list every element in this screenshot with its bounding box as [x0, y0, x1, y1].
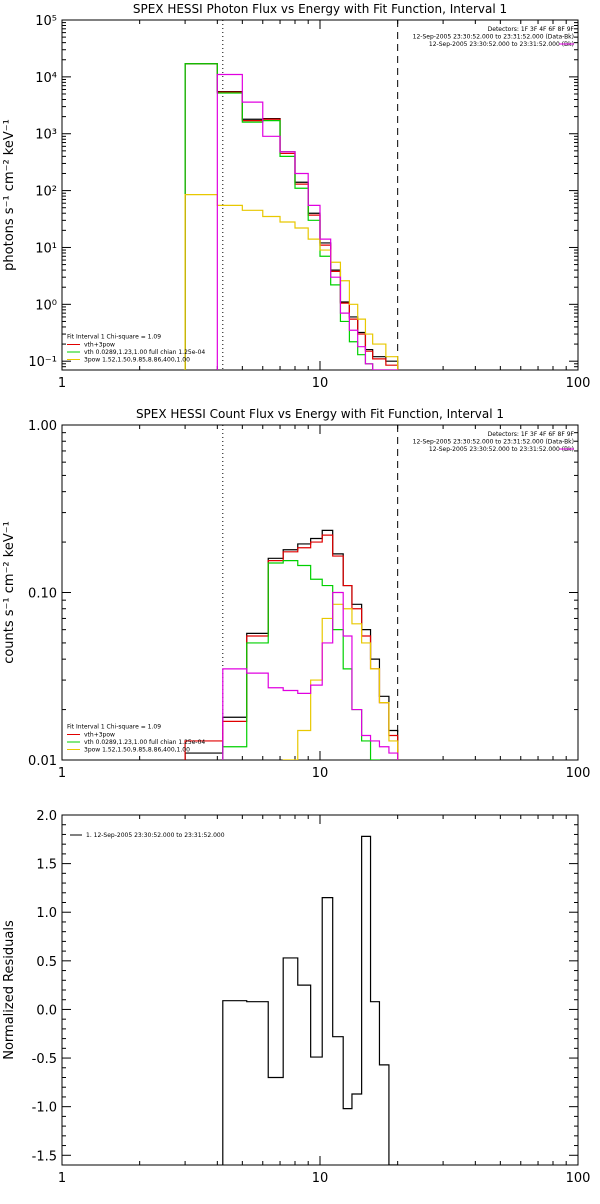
series-group	[184, 63, 399, 370]
legend-label: vth+3pow	[84, 342, 115, 349]
x-tick-label: 100	[566, 766, 591, 781]
series-group	[184, 529, 399, 760]
series-line-2	[184, 63, 399, 370]
y-tick-label: 1.0	[36, 906, 57, 921]
y-tick-label: 1.00	[28, 419, 57, 434]
y-tick-label: 10⁴	[35, 71, 57, 86]
series-line-1	[222, 835, 399, 1165]
info-line: 12-Sep-2005 23:30:52.000 to 23:31:52.000…	[413, 34, 574, 41]
y-tick-label: 0.10	[28, 587, 57, 602]
y-tick-label: 0.0	[36, 1003, 57, 1018]
x-tick-label: 1	[58, 766, 66, 781]
info-line: 12-Sep-2005 23:30:52.000 to 23:31:52.000…	[413, 439, 574, 446]
series-line-3	[222, 560, 381, 760]
plot-frame	[61, 814, 579, 1166]
legend-label: vth+3pow	[84, 732, 115, 739]
info-line: 12-Sep-2005 23:30:52.000 to 23:31:52.000…	[429, 446, 574, 453]
series-line-1	[184, 63, 399, 370]
chart-panel-1: 1 10 100 10⁻¹ 10⁰ 10¹ 10² 10³ 10⁴ 10⁵ SPEX HESSI P…	[2, 2, 590, 391]
y-tick-label: 0.5	[36, 955, 57, 970]
y-tick-label: 10¹	[35, 241, 57, 256]
y-tick-label: 2.0	[36, 809, 57, 824]
x-tick-label: 10	[312, 766, 329, 781]
legend-label: 1. 12-Sep-2005 23:30:52.000 to 23:31:52.…	[86, 832, 225, 839]
x-tick-label: 100	[566, 376, 591, 391]
legend-header: Fit Interval 1 Chi-square = 1.09	[67, 334, 161, 341]
legend-label: vth 0.0289,1.23,1.00 full chian 1.25e-04	[84, 739, 205, 746]
series-line-4	[184, 194, 399, 370]
series-line-5	[222, 591, 399, 760]
info-line: Detectors: 1F 3F 4F 6F 8F 9F	[488, 26, 575, 33]
y-axis-label: Normalized Residuals	[2, 920, 17, 1060]
info-line: 12-Sep-2005 23:30:52.000 to 23:31:52.000…	[429, 41, 574, 48]
chart-title: SPEX HESSI Count Flux vs Energy with Fit…	[136, 407, 504, 421]
y-tick-label: -0.5	[32, 1052, 57, 1067]
y-tick-label: 10²	[35, 185, 57, 200]
plot-frame	[61, 19, 579, 371]
legend-label: 3pow 1.52,1.50,9.85,8.86,400,1.00	[84, 357, 190, 364]
x-tick-label: 1	[58, 376, 66, 391]
legend-label: 3pow 1.52,1.50,9.85,8.86,400,1.00	[84, 747, 190, 754]
y-tick-label: -1.5	[32, 1149, 57, 1164]
y-axis-label: photons s⁻¹ cm⁻² keV⁻¹	[2, 119, 17, 271]
chart-panel-2: 1 10 100 0.01 0.10 1.00 SPEX HESSI Count Flux …	[2, 407, 590, 781]
series-line-5	[216, 73, 399, 370]
info-line: Detectors: 1F 3F 4F 6F 8F 9F	[488, 431, 575, 438]
y-axis-label: counts s⁻¹ cm⁻² keV⁻¹	[2, 521, 17, 664]
series-group	[222, 835, 399, 1165]
chart-panel-3: 1 10 100 -1.5 -1.0 -0.5 0.0 0.5 1.0 1.5 2.0 Normali…	[2, 809, 590, 1186]
y-tick-label: 10³	[35, 128, 57, 143]
legend-label: vth 0.0289,1.23,1.00 full chian 1.25e-04	[84, 349, 205, 356]
plot-frame	[61, 424, 579, 761]
x-tick-label: 100	[566, 1171, 591, 1186]
y-tick-label: 10⁻¹	[28, 355, 57, 370]
y-tick-label: 10⁵	[35, 14, 57, 29]
series-line-2	[184, 534, 399, 760]
x-tick-label: 10	[312, 1171, 329, 1186]
chart-title: SPEX HESSI Photon Flux vs Energy with Fi…	[133, 2, 507, 16]
series-line-1	[184, 529, 399, 760]
x-tick-label: 10	[312, 376, 329, 391]
x-tick-label: 1	[58, 1171, 66, 1186]
y-tick-label: 1.5	[36, 858, 57, 873]
y-tick-label: -1.0	[32, 1101, 57, 1116]
series-line-4	[282, 603, 399, 760]
y-tick-label: 0.01	[28, 754, 57, 769]
legend-header: Fit Interval 1 Chi-square = 1.09	[67, 724, 161, 731]
y-tick-label: 10⁰	[35, 298, 57, 313]
